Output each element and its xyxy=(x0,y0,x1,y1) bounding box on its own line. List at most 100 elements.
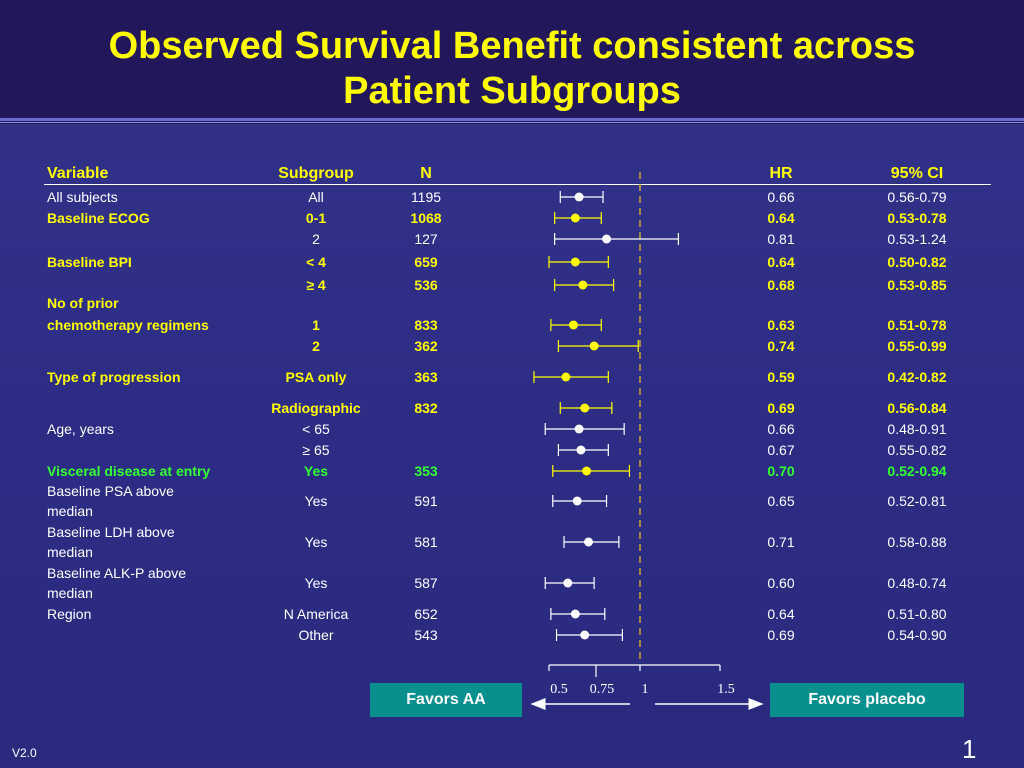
version-label: V2.0 xyxy=(12,746,37,760)
n-value: 127 xyxy=(414,231,438,247)
n-value: 652 xyxy=(414,606,438,622)
hr-value: 0.63 xyxy=(767,317,795,333)
subgroup-value: Radiographic xyxy=(271,400,361,416)
x-tick-label: 0.75 xyxy=(590,682,615,697)
header-hr: HR xyxy=(769,165,793,182)
ci-value: 0.51-0.80 xyxy=(887,606,947,622)
variable-label: Visceral disease at entry xyxy=(47,463,211,479)
ci-value: 0.53-1.24 xyxy=(887,231,947,247)
hr-value: 0.67 xyxy=(767,442,795,458)
n-value: 833 xyxy=(414,317,438,333)
header-rule xyxy=(44,184,991,185)
n-value: 543 xyxy=(414,627,438,643)
n-value: 591 xyxy=(414,493,438,509)
variable-label-line2: median xyxy=(47,585,93,601)
ci-value: 0.42-0.82 xyxy=(887,369,947,385)
title-rule-thin xyxy=(0,122,1024,123)
hr-point xyxy=(572,496,582,506)
hr-point xyxy=(561,372,571,382)
n-value: 1068 xyxy=(410,210,442,226)
subgroup-value: Yes xyxy=(303,463,329,479)
hr-point xyxy=(576,445,586,455)
subgroup-value: Yes xyxy=(304,575,328,591)
ci-value: 0.51-0.78 xyxy=(887,317,947,333)
subgroup-value: < 65 xyxy=(302,421,330,437)
subgroup-value: ≥ 4 xyxy=(306,277,326,293)
ci-value: 0.53-0.78 xyxy=(887,210,947,226)
n-value: 353 xyxy=(414,463,438,479)
ci-value: 0.48-0.74 xyxy=(887,575,947,591)
n-value: 536 xyxy=(414,277,438,293)
hr-point xyxy=(570,257,580,267)
hr-point xyxy=(570,213,580,223)
slide-title-line1: Observed Survival Benefit consistent acr… xyxy=(108,25,916,67)
hr-value: 0.69 xyxy=(767,627,795,643)
hr-value: 0.66 xyxy=(767,421,795,437)
subgroup-value: ≥ 65 xyxy=(302,442,330,458)
n-value: 362 xyxy=(414,338,438,354)
hr-value: 0.74 xyxy=(767,338,795,354)
ci-value: 0.50-0.82 xyxy=(887,254,947,270)
ci-value: 0.56-0.84 xyxy=(887,400,947,416)
hr-value: 0.64 xyxy=(767,210,795,226)
variable-label: Baseline PSA above xyxy=(47,483,174,499)
subgroup-value: 0-1 xyxy=(305,210,327,226)
n-value: 587 xyxy=(414,575,438,591)
n-value: 363 xyxy=(414,369,438,385)
variable-label: Baseline BPI xyxy=(47,254,132,270)
hr-value: 0.68 xyxy=(767,277,795,293)
x-tick-label: 1.5 xyxy=(717,682,735,697)
hr-point xyxy=(568,320,578,330)
x-tick-label: 1 xyxy=(642,682,649,697)
variable-label-line2: median xyxy=(47,503,93,519)
hr-value: 0.64 xyxy=(767,254,795,270)
slide-title-line2: Patient Subgroups xyxy=(343,70,681,112)
subgroup-value: Yes xyxy=(304,534,328,550)
variable-label: Baseline ALK-P above xyxy=(47,565,187,581)
subgroup-value: 1 xyxy=(312,317,320,333)
hr-point xyxy=(578,280,588,290)
ci-value: 0.56-0.79 xyxy=(887,189,947,205)
ci-value: 0.54-0.90 xyxy=(887,627,947,643)
variable-label-line2: chemotherapy regimens xyxy=(47,317,209,333)
title-band xyxy=(0,0,1024,124)
hr-point xyxy=(574,192,584,202)
favors-aa-box: Favors AA xyxy=(370,683,522,717)
hr-value: 0.66 xyxy=(767,189,795,205)
variable-label: Type of progression xyxy=(47,369,181,385)
variable-label-line2: median xyxy=(47,544,93,560)
header-variable: Variable xyxy=(47,165,109,182)
subgroup-value: < 4 xyxy=(306,254,326,270)
subgroup-value: 2 xyxy=(312,338,320,354)
page-number: 1 xyxy=(962,734,977,764)
n-value: 581 xyxy=(414,534,438,550)
hr-point xyxy=(580,403,590,413)
ci-value: 0.52-0.94 xyxy=(887,463,947,479)
header-subgroup: Subgroup xyxy=(278,165,354,182)
hr-value: 0.69 xyxy=(767,400,795,416)
hr-value: 0.65 xyxy=(767,493,795,509)
hr-point xyxy=(570,609,580,619)
ci-value: 0.55-0.82 xyxy=(887,442,947,458)
ci-value: 0.48-0.91 xyxy=(887,421,947,437)
x-tick-label: 0.5 xyxy=(550,682,568,697)
header-n: N xyxy=(420,165,432,182)
variable-label: Region xyxy=(47,606,92,622)
variable-label: No of prior xyxy=(47,295,119,311)
ci-value: 0.52-0.81 xyxy=(887,493,947,509)
subgroup-value: N America xyxy=(283,606,349,622)
slide-title: Observed Survival Benefit consistent acr… xyxy=(0,24,1024,114)
hr-point xyxy=(602,234,612,244)
subgroup-value: Other xyxy=(298,627,334,643)
subgroup-value: 2 xyxy=(312,231,320,247)
subgroup-value: Yes xyxy=(304,493,328,509)
title-rule xyxy=(0,118,1024,121)
variable-label: Baseline ECOG xyxy=(47,210,150,226)
favors-placebo-box: Favors placebo xyxy=(770,683,964,717)
hr-value: 0.70 xyxy=(767,463,795,479)
hr-value: 0.60 xyxy=(767,575,795,591)
subgroup-value: PSA only xyxy=(285,369,347,385)
variable-label: Baseline LDH above xyxy=(47,524,175,540)
n-value: 659 xyxy=(414,254,438,270)
